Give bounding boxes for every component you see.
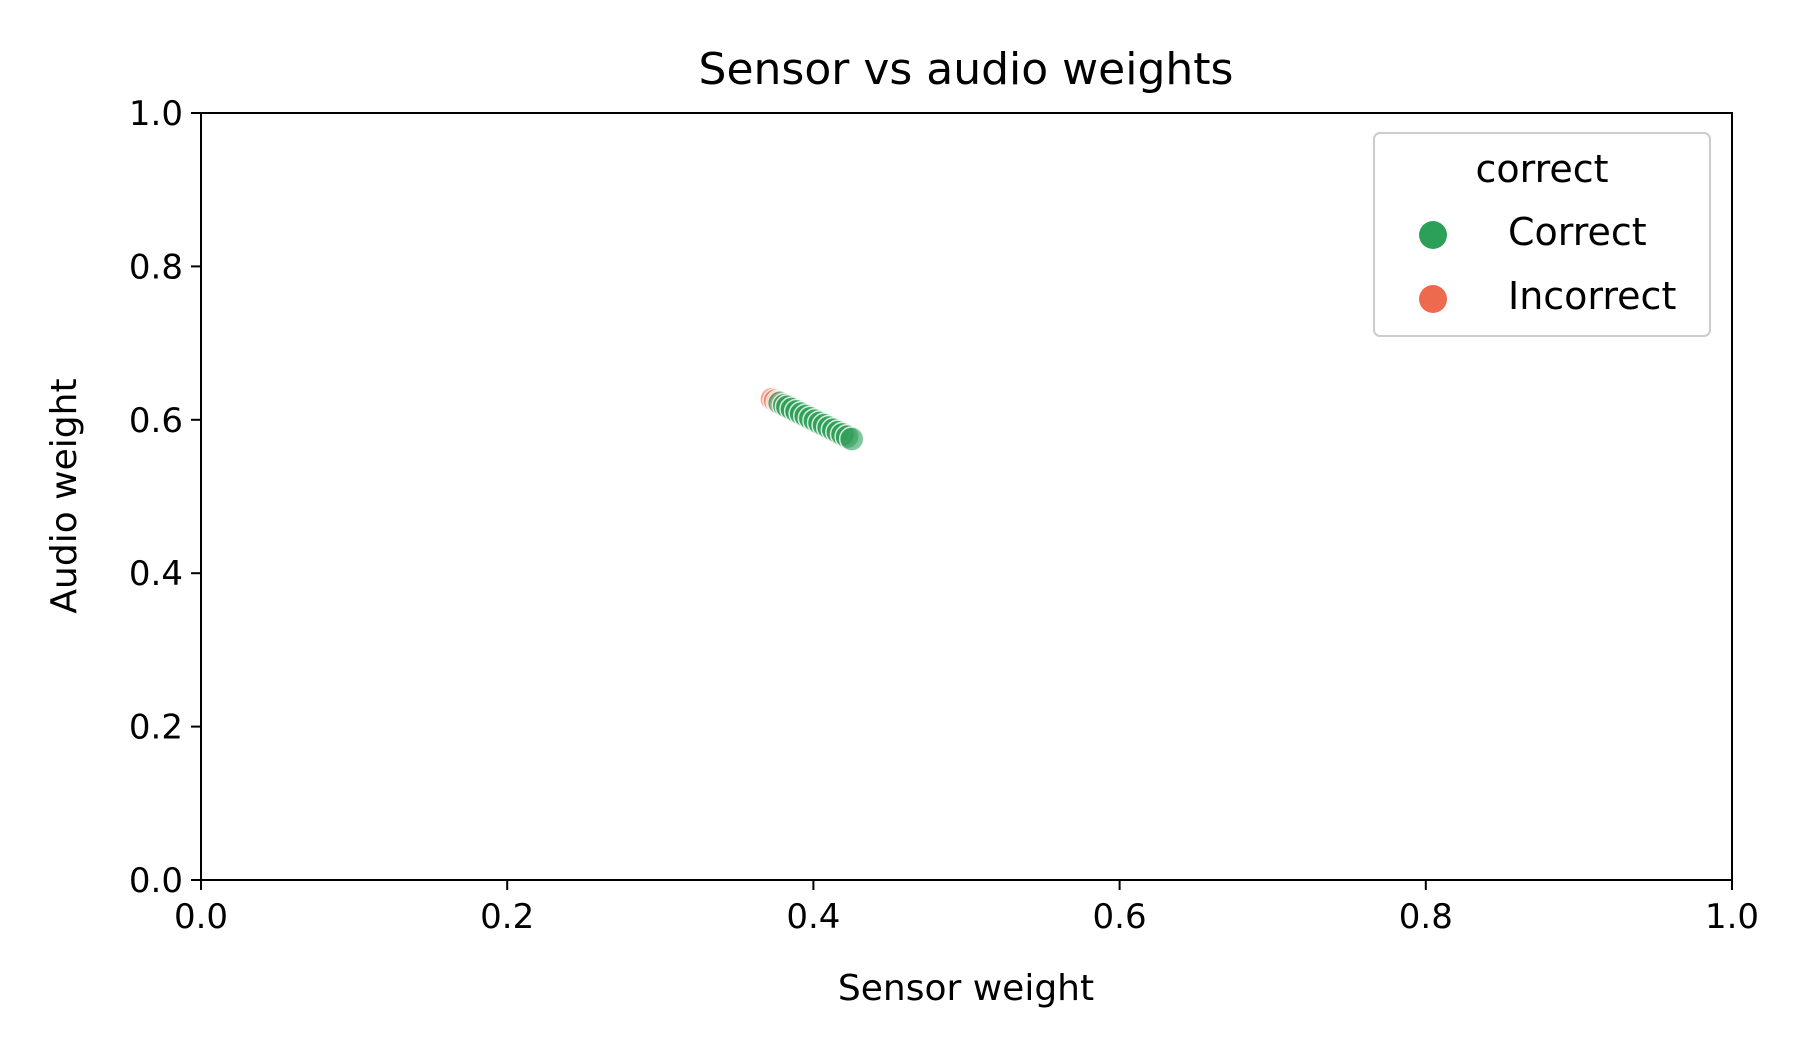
x-tick-label: 0.4: [786, 897, 840, 937]
legend-label-correct: Correct: [1508, 210, 1647, 254]
chart-title: Sensor vs audio weights: [699, 44, 1234, 95]
legend-title: correct: [1475, 147, 1608, 191]
legend-marker-correct: [1419, 221, 1447, 249]
x-tick-label: 0.6: [1093, 897, 1147, 937]
legend-box: [1373, 132, 1711, 337]
data-point-correct: [838, 426, 865, 452]
y-tick-label: 1.0: [129, 94, 183, 134]
x-axis-label: Sensor weight: [838, 968, 1094, 1009]
y-tick-label: 0.8: [129, 247, 183, 287]
plot-frame: [200, 112, 1733, 881]
x-tick-label: 0.2: [480, 897, 534, 937]
points-layer: [759, 386, 865, 452]
y-tick-label: 0.2: [129, 708, 183, 748]
y-tick-label: 0.4: [129, 554, 183, 594]
x-tick-label: 0.8: [1399, 897, 1453, 937]
x-axis: 0.0 0.2 0.4 0.6 0.8 1.0: [174, 880, 1759, 937]
y-axis-label: Audio weight: [44, 378, 85, 613]
y-tick-label: 0.6: [129, 401, 183, 441]
x-tick-label: 0.0: [174, 897, 228, 937]
legend-label-incorrect: Incorrect: [1508, 274, 1676, 318]
y-tick-label: 0.0: [129, 861, 183, 901]
legend-marker-incorrect: [1419, 285, 1447, 313]
legend: correct Correct Incorrect: [1373, 132, 1711, 337]
x-tick-label: 1.0: [1705, 897, 1759, 937]
y-axis: 0.0 0.2 0.4 0.6 0.8 1.0: [129, 94, 201, 901]
